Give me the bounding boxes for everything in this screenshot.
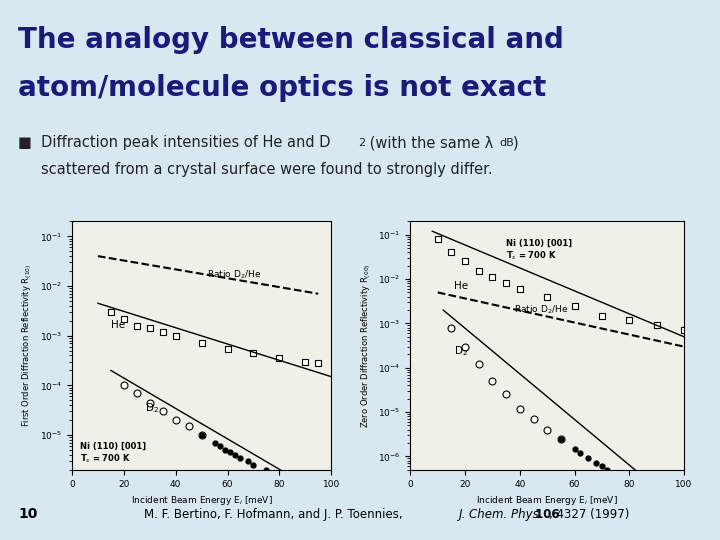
Text: The analogy between classical and: The analogy between classical and	[18, 26, 564, 55]
Text: 106: 106	[531, 508, 559, 521]
Text: D$_2$: D$_2$	[145, 401, 158, 415]
Text: (with the same λ: (with the same λ	[365, 135, 493, 150]
Text: ): )	[513, 135, 519, 150]
X-axis label: Incident Beam Energy E$_i$ [meV]: Incident Beam Energy E$_i$ [meV]	[130, 494, 273, 507]
Text: M. F. Bertino, F. Hofmann, and J. P. Toennies,: M. F. Bertino, F. Hofmann, and J. P. Toe…	[144, 508, 406, 521]
Text: atom/molecule optics is not exact: atom/molecule optics is not exact	[18, 75, 546, 102]
Text: scattered from a crystal surface were found to strongly differ.: scattered from a crystal surface were fo…	[41, 162, 492, 177]
Text: 2: 2	[358, 138, 365, 148]
Text: J. Chem. Phys.: J. Chem. Phys.	[459, 508, 544, 521]
Text: ■  Diffraction peak intensities of He and D: ■ Diffraction peak intensities of He and…	[18, 135, 330, 150]
Text: Ratio D$_2$/He: Ratio D$_2$/He	[207, 268, 261, 281]
X-axis label: Incident Beam Energy E$_i$ [meV]: Incident Beam Energy E$_i$ [meV]	[476, 494, 618, 507]
Text: Ni (110) [001]
T$_s$ = 700 K: Ni (110) [001] T$_s$ = 700 K	[80, 442, 146, 465]
Y-axis label: First Order Diffraction Reflectivity R$_{(10)}$: First Order Diffraction Reflectivity R$_…	[20, 264, 35, 427]
Text: Ratio D$_2$/He: Ratio D$_2$/He	[514, 303, 569, 315]
Text: He: He	[454, 281, 468, 291]
Text: He: He	[111, 320, 125, 330]
Text: D$_2$: D$_2$	[454, 345, 468, 358]
Y-axis label: Zero Order Diffraction Reflectivity R$_{(00)}$: Zero Order Diffraction Reflectivity R$_{…	[359, 264, 372, 428]
Text: 10: 10	[18, 507, 37, 521]
Text: Ni (110) [001]
T$_s$ = 700 K: Ni (110) [001] T$_s$ = 700 K	[506, 239, 572, 262]
Text: , 4327 (1997): , 4327 (1997)	[549, 508, 629, 521]
Text: dB: dB	[499, 138, 513, 148]
